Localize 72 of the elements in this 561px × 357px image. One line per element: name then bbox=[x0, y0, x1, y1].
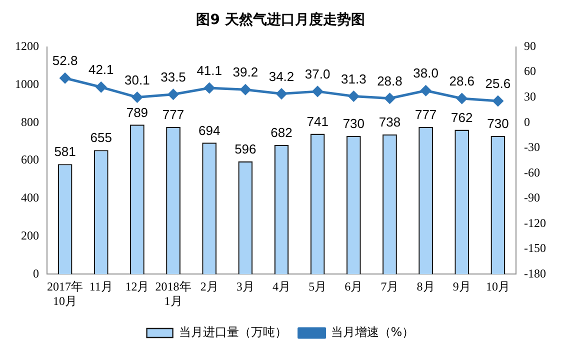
chart-title: 图9 天然气进口月度走势图 bbox=[196, 11, 365, 28]
point bbox=[384, 93, 395, 104]
y2-tick-label: 90 bbox=[524, 38, 536, 53]
legend-label: 当月增速（%） bbox=[330, 325, 414, 340]
point bbox=[60, 72, 70, 84]
point bbox=[168, 89, 179, 100]
data-label: 28.8 bbox=[377, 73, 402, 88]
y-tick-label: 1200 bbox=[15, 38, 39, 53]
data-label: 52.8 bbox=[52, 53, 78, 68]
x-tick-label: 7月 bbox=[380, 280, 399, 294]
data-label: 33.5 bbox=[160, 69, 186, 84]
data-label: 730 bbox=[487, 116, 509, 131]
point bbox=[276, 88, 287, 100]
y-tick-label: 600 bbox=[21, 152, 39, 167]
data-label: 28.6 bbox=[449, 74, 475, 89]
y2-tick-label: 60 bbox=[524, 64, 536, 78]
x-tick-label: 9月 bbox=[452, 280, 471, 294]
y-tick-label: 200 bbox=[21, 228, 39, 242]
data-label: 777 bbox=[414, 107, 437, 122]
x-tick-label: 2018年 1月 bbox=[155, 280, 192, 308]
y-tick-label: 800 bbox=[21, 114, 39, 129]
data-label: 39.2 bbox=[232, 64, 258, 80]
data-label: 762 bbox=[451, 110, 473, 125]
data-label: 34.2 bbox=[268, 68, 294, 84]
point bbox=[492, 96, 504, 106]
point bbox=[348, 90, 359, 102]
point bbox=[312, 86, 323, 97]
x-tick-label: 4月 bbox=[272, 280, 290, 294]
x-tick-label: 3月 bbox=[236, 280, 254, 294]
x-tick-label: 8月 bbox=[416, 280, 435, 294]
legend-label: 当月进口量（万吨） bbox=[178, 325, 287, 340]
y2-tick-label: -30 bbox=[524, 140, 540, 154]
data-label: 741 bbox=[306, 114, 328, 129]
data-label: 596 bbox=[234, 141, 256, 156]
x-tick-label: 12月 bbox=[125, 280, 150, 294]
y2-tick-label: -150 bbox=[524, 241, 546, 256]
data-label: 694 bbox=[198, 122, 220, 138]
y2-tick-label: -60 bbox=[524, 165, 540, 180]
data-label: 682 bbox=[270, 125, 292, 140]
point bbox=[420, 85, 432, 96]
x-tick-label: 11月 bbox=[89, 280, 113, 294]
y-tick-label: 400 bbox=[21, 190, 39, 205]
data-label: 37.0 bbox=[304, 66, 330, 82]
point bbox=[96, 82, 106, 92]
data-label: 738 bbox=[378, 114, 401, 130]
data-label: 789 bbox=[126, 104, 148, 120]
data-label: 730 bbox=[342, 116, 365, 131]
point bbox=[456, 93, 468, 104]
y2-tick-label: -180 bbox=[524, 266, 546, 280]
point bbox=[240, 84, 251, 95]
data-label: 38.0 bbox=[413, 66, 438, 81]
data-label: 581 bbox=[54, 144, 76, 160]
data-label: 30.1 bbox=[124, 72, 150, 88]
x-tick-label: 2017年 10月 bbox=[47, 280, 84, 308]
data-label: 777 bbox=[162, 107, 184, 122]
data-label: 25.6 bbox=[485, 76, 511, 92]
y-tick-label: 0 bbox=[33, 266, 39, 280]
x-tick-label: 6月 bbox=[344, 280, 363, 294]
data-label: 655 bbox=[90, 130, 112, 146]
y2-tick-label: -90 bbox=[524, 190, 540, 205]
y2-tick-label: 0 bbox=[524, 114, 530, 129]
x-tick-label: 5月 bbox=[308, 280, 327, 294]
data-label: 41.1 bbox=[196, 63, 222, 78]
x-tick-label: 2月 bbox=[200, 280, 218, 294]
y2-tick-label: 30 bbox=[524, 89, 536, 104]
point bbox=[132, 92, 142, 102]
point bbox=[204, 82, 215, 94]
data-label: 31.3 bbox=[341, 71, 366, 86]
data-label: 42.1 bbox=[88, 62, 114, 78]
x-tick-label: 10月 bbox=[486, 280, 510, 294]
y-tick-label: 1000 bbox=[15, 76, 39, 91]
y2-tick-label: -120 bbox=[524, 216, 546, 230]
